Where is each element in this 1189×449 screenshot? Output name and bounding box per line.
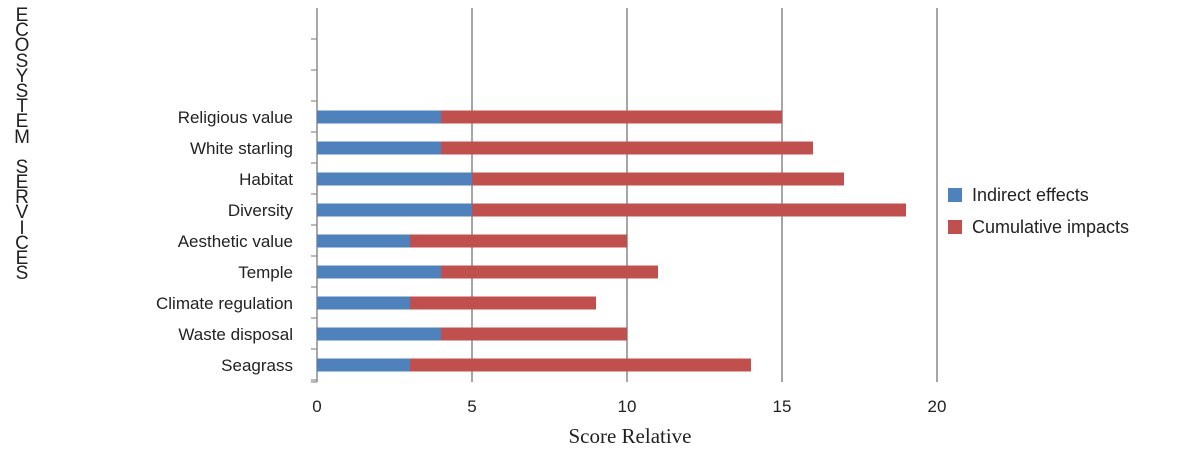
y-axis-label-letter: R xyxy=(15,187,29,209)
y-axis-label-letter: M xyxy=(14,126,30,148)
axes xyxy=(311,8,318,383)
y-axis-label-letter: S xyxy=(15,81,29,103)
category-label: Climate regulation xyxy=(156,294,293,313)
legend-label: Cumulative impacts xyxy=(972,216,1130,237)
category-label: White starling xyxy=(190,139,293,158)
y-axis-label-letter: Y xyxy=(15,65,29,87)
category-label: Religious value xyxy=(178,108,293,127)
bar-cumulative-impacts xyxy=(441,327,627,341)
y-axis-label-letter: V xyxy=(15,202,29,224)
bar-indirect-effects xyxy=(317,203,472,217)
bar-cumulative-impacts xyxy=(472,172,844,186)
category-label: Habitat xyxy=(239,170,293,189)
y-axis-label-letter: S xyxy=(15,156,29,178)
y-axis-label-letter: T xyxy=(16,96,28,118)
bar-cumulative-impacts xyxy=(410,234,627,248)
x-axis-label: Score Relative xyxy=(568,424,692,448)
y-axis-label-letter: O xyxy=(14,35,30,57)
category-label: Seagrass xyxy=(221,356,293,375)
legend-item-indirect-effects: Indirect effects xyxy=(948,180,1129,210)
y-axis-label-letter: S xyxy=(15,263,29,285)
x-tick-label: 5 xyxy=(467,397,476,416)
x-tick-label: 10 xyxy=(618,397,637,416)
legend-swatch xyxy=(948,188,962,202)
category-labels: Religious value White starling Habitat Dive… xyxy=(156,108,294,375)
legend: Indirect effects Cumulative impacts xyxy=(948,180,1129,244)
legend-item-cumulative-impacts: Cumulative impacts xyxy=(948,212,1129,242)
bar-indirect-effects xyxy=(317,110,441,124)
x-tick-label: 0 xyxy=(312,397,321,416)
x-tick-label: 20 xyxy=(928,397,947,416)
y-axis-label-letter: S xyxy=(15,50,29,72)
x-tick-label: 15 xyxy=(773,397,792,416)
bar-indirect-effects xyxy=(317,265,441,279)
y-axis-label-letter: I xyxy=(19,217,25,239)
bar-cumulative-impacts xyxy=(410,296,596,310)
legend-label: Indirect effects xyxy=(972,184,1089,205)
y-axis-label-letter: E xyxy=(15,111,29,133)
category-label: Waste disposal xyxy=(178,325,293,344)
category-label: Temple xyxy=(238,263,293,282)
y-axis-label-letter: E xyxy=(15,172,29,194)
bar-cumulative-impacts xyxy=(441,110,782,124)
bar-indirect-effects xyxy=(317,172,472,186)
y-axis-label-letter: C xyxy=(15,232,29,254)
y-axis-label-letter: E xyxy=(15,5,29,26)
bar-cumulative-impacts xyxy=(441,141,813,155)
bar-indirect-effects xyxy=(317,141,441,155)
category-label: Aesthetic value xyxy=(178,232,293,251)
bar-cumulative-impacts xyxy=(441,265,658,279)
bar-indirect-effects xyxy=(317,327,441,341)
bar-indirect-effects xyxy=(317,234,410,248)
bar-indirect-effects xyxy=(317,358,410,372)
x-tick-labels: 0 5 10 15 20 xyxy=(312,397,946,416)
bar-cumulative-impacts xyxy=(410,358,751,372)
category-label: Diversity xyxy=(228,201,294,220)
bars xyxy=(317,110,906,372)
bar-indirect-effects xyxy=(317,296,410,310)
y-axis-label-letter: E xyxy=(15,248,29,270)
bar-cumulative-impacts xyxy=(472,203,906,217)
grid-lines xyxy=(471,8,938,382)
legend-swatch xyxy=(948,220,962,234)
y-axis-label-letter: C xyxy=(15,20,29,42)
